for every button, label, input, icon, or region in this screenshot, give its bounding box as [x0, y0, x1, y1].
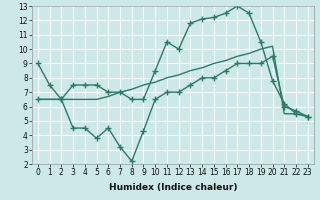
X-axis label: Humidex (Indice chaleur): Humidex (Indice chaleur) — [108, 183, 237, 192]
